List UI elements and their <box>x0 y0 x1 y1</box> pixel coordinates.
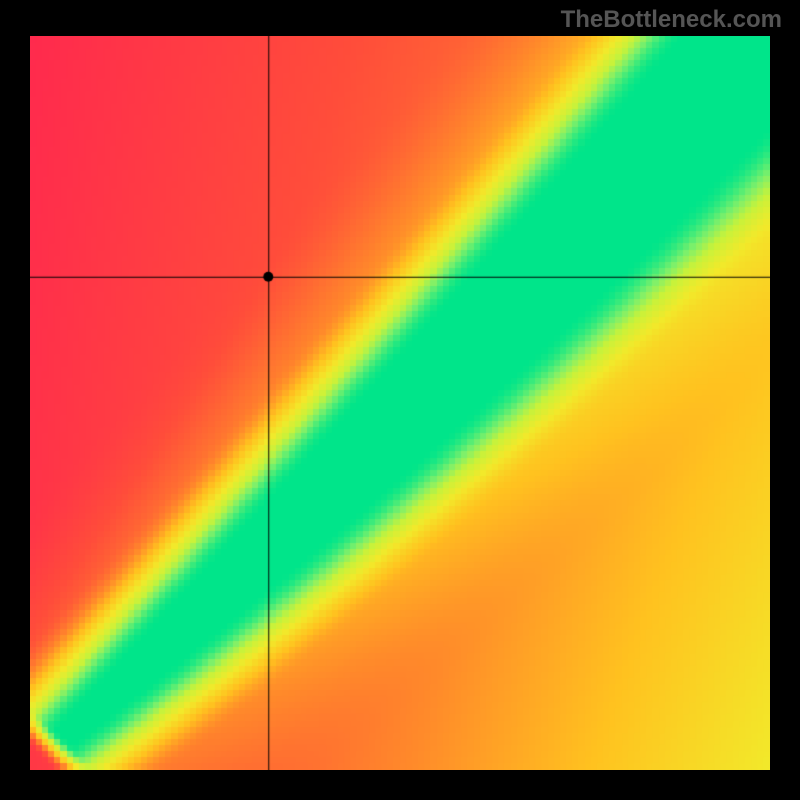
chart-container: TheBottleneck.com <box>0 0 800 800</box>
bottleneck-heatmap <box>30 36 770 770</box>
watermark-text: TheBottleneck.com <box>561 6 782 34</box>
